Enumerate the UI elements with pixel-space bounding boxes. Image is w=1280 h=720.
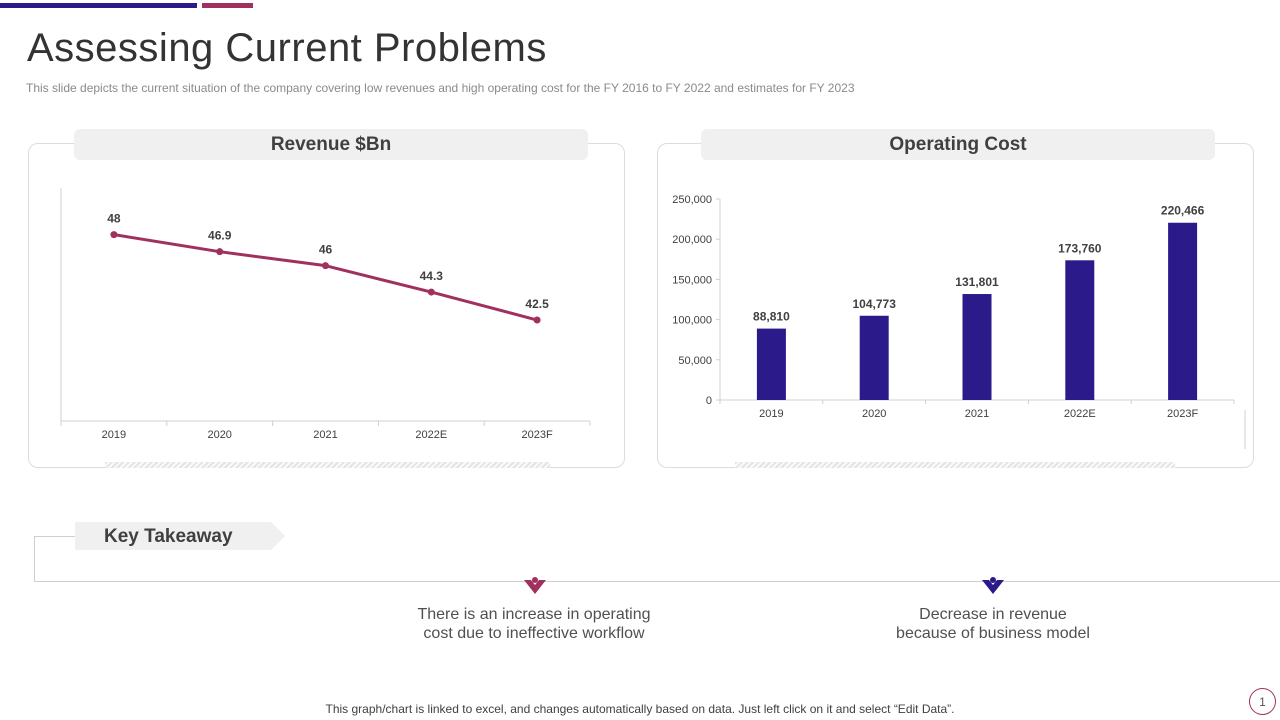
revenue-data-point [427,288,435,296]
cost-x-tick-label: 2022E [1064,408,1096,420]
revenue-x-tick-label: 2021 [313,429,337,441]
top-accent-bar-navy [0,3,197,8]
cost-data-label: 220,466 [1161,204,1205,218]
cost-bar [756,328,786,400]
cost-y-tick-label: 200,000 [672,234,712,246]
revenue-chart-card [28,143,625,468]
revenue-data-label: 46 [319,243,333,257]
revenue-x-tick-label: 2020 [207,429,231,441]
top-accent-bar-purple [202,3,253,8]
revenue-chart-title: Revenue $Bn [74,129,588,160]
cost-bar [859,315,889,400]
takeaway-point-1-line2: cost due to ineffective workflow [423,625,645,642]
key-takeaway-label: Key Takeaway [104,526,233,547]
page-number: 1 [1249,688,1276,715]
key-takeaway-tag: Key Takeaway [75,522,285,550]
cost-y-tick-label: 250,000 [672,194,712,206]
revenue-x-tick-label: 2022E [415,429,447,441]
cost-data-label: 104,773 [853,297,897,311]
cost-y-tick-label: 100,000 [672,315,712,327]
revenue-data-label: 42.5 [525,297,549,311]
revenue-x-tick-label: 2023F [521,429,552,441]
revenue-x-tick-label: 2019 [102,429,126,441]
operating-cost-chart-title: Operating Cost [701,129,1215,160]
person-marker-icon [982,577,1004,594]
cost-x-tick-label: 2019 [759,408,783,420]
cost-bar [1168,222,1198,400]
revenue-data-point [322,262,329,270]
cost-y-tick-label: 0 [706,395,712,407]
cost-bar [1065,260,1095,400]
revenue-data-point [110,231,118,239]
person-marker-icon [524,577,546,594]
cost-x-tick-label: 2021 [965,408,989,420]
takeaway-point-2-line1: Decrease in revenue [919,606,1067,623]
revenue-data-label: 44.3 [420,269,444,283]
cost-x-tick-label: 2020 [862,408,886,420]
page-title: Assessing Current Problems [27,26,547,70]
takeaway-point-2: Decrease in revenue because of business … [843,605,1143,643]
takeaway-point-1-line1: There is an increase in operating [417,606,651,623]
takeaway-point-2-line2: because of business model [896,625,1090,642]
cost-data-label: 131,801 [955,275,999,289]
revenue-data-label: 48 [107,212,121,226]
revenue-data-point [533,316,541,324]
cost-y-tick-label: 150,000 [672,274,712,286]
operating-cost-chart-shadow [735,462,1175,468]
operating-cost-chart-card [657,143,1254,468]
footer-note: This graph/chart is linked to excel, and… [325,702,955,716]
takeaway-point-1: There is an increase in operating cost d… [384,605,684,643]
revenue-data-point [216,248,224,256]
cost-y-tick-label: 50,000 [678,355,712,367]
page-subtitle: This slide depicts the current situation… [26,81,855,95]
key-takeaway-frame [34,536,1280,582]
cost-x-tick-label: 2023F [1167,408,1198,420]
cost-data-label: 173,760 [1058,241,1102,255]
revenue-data-label: 46.9 [208,229,232,243]
cost-bar [962,294,992,400]
cost-data-label: 88,810 [753,310,790,324]
revenue-chart-shadow [105,462,550,468]
